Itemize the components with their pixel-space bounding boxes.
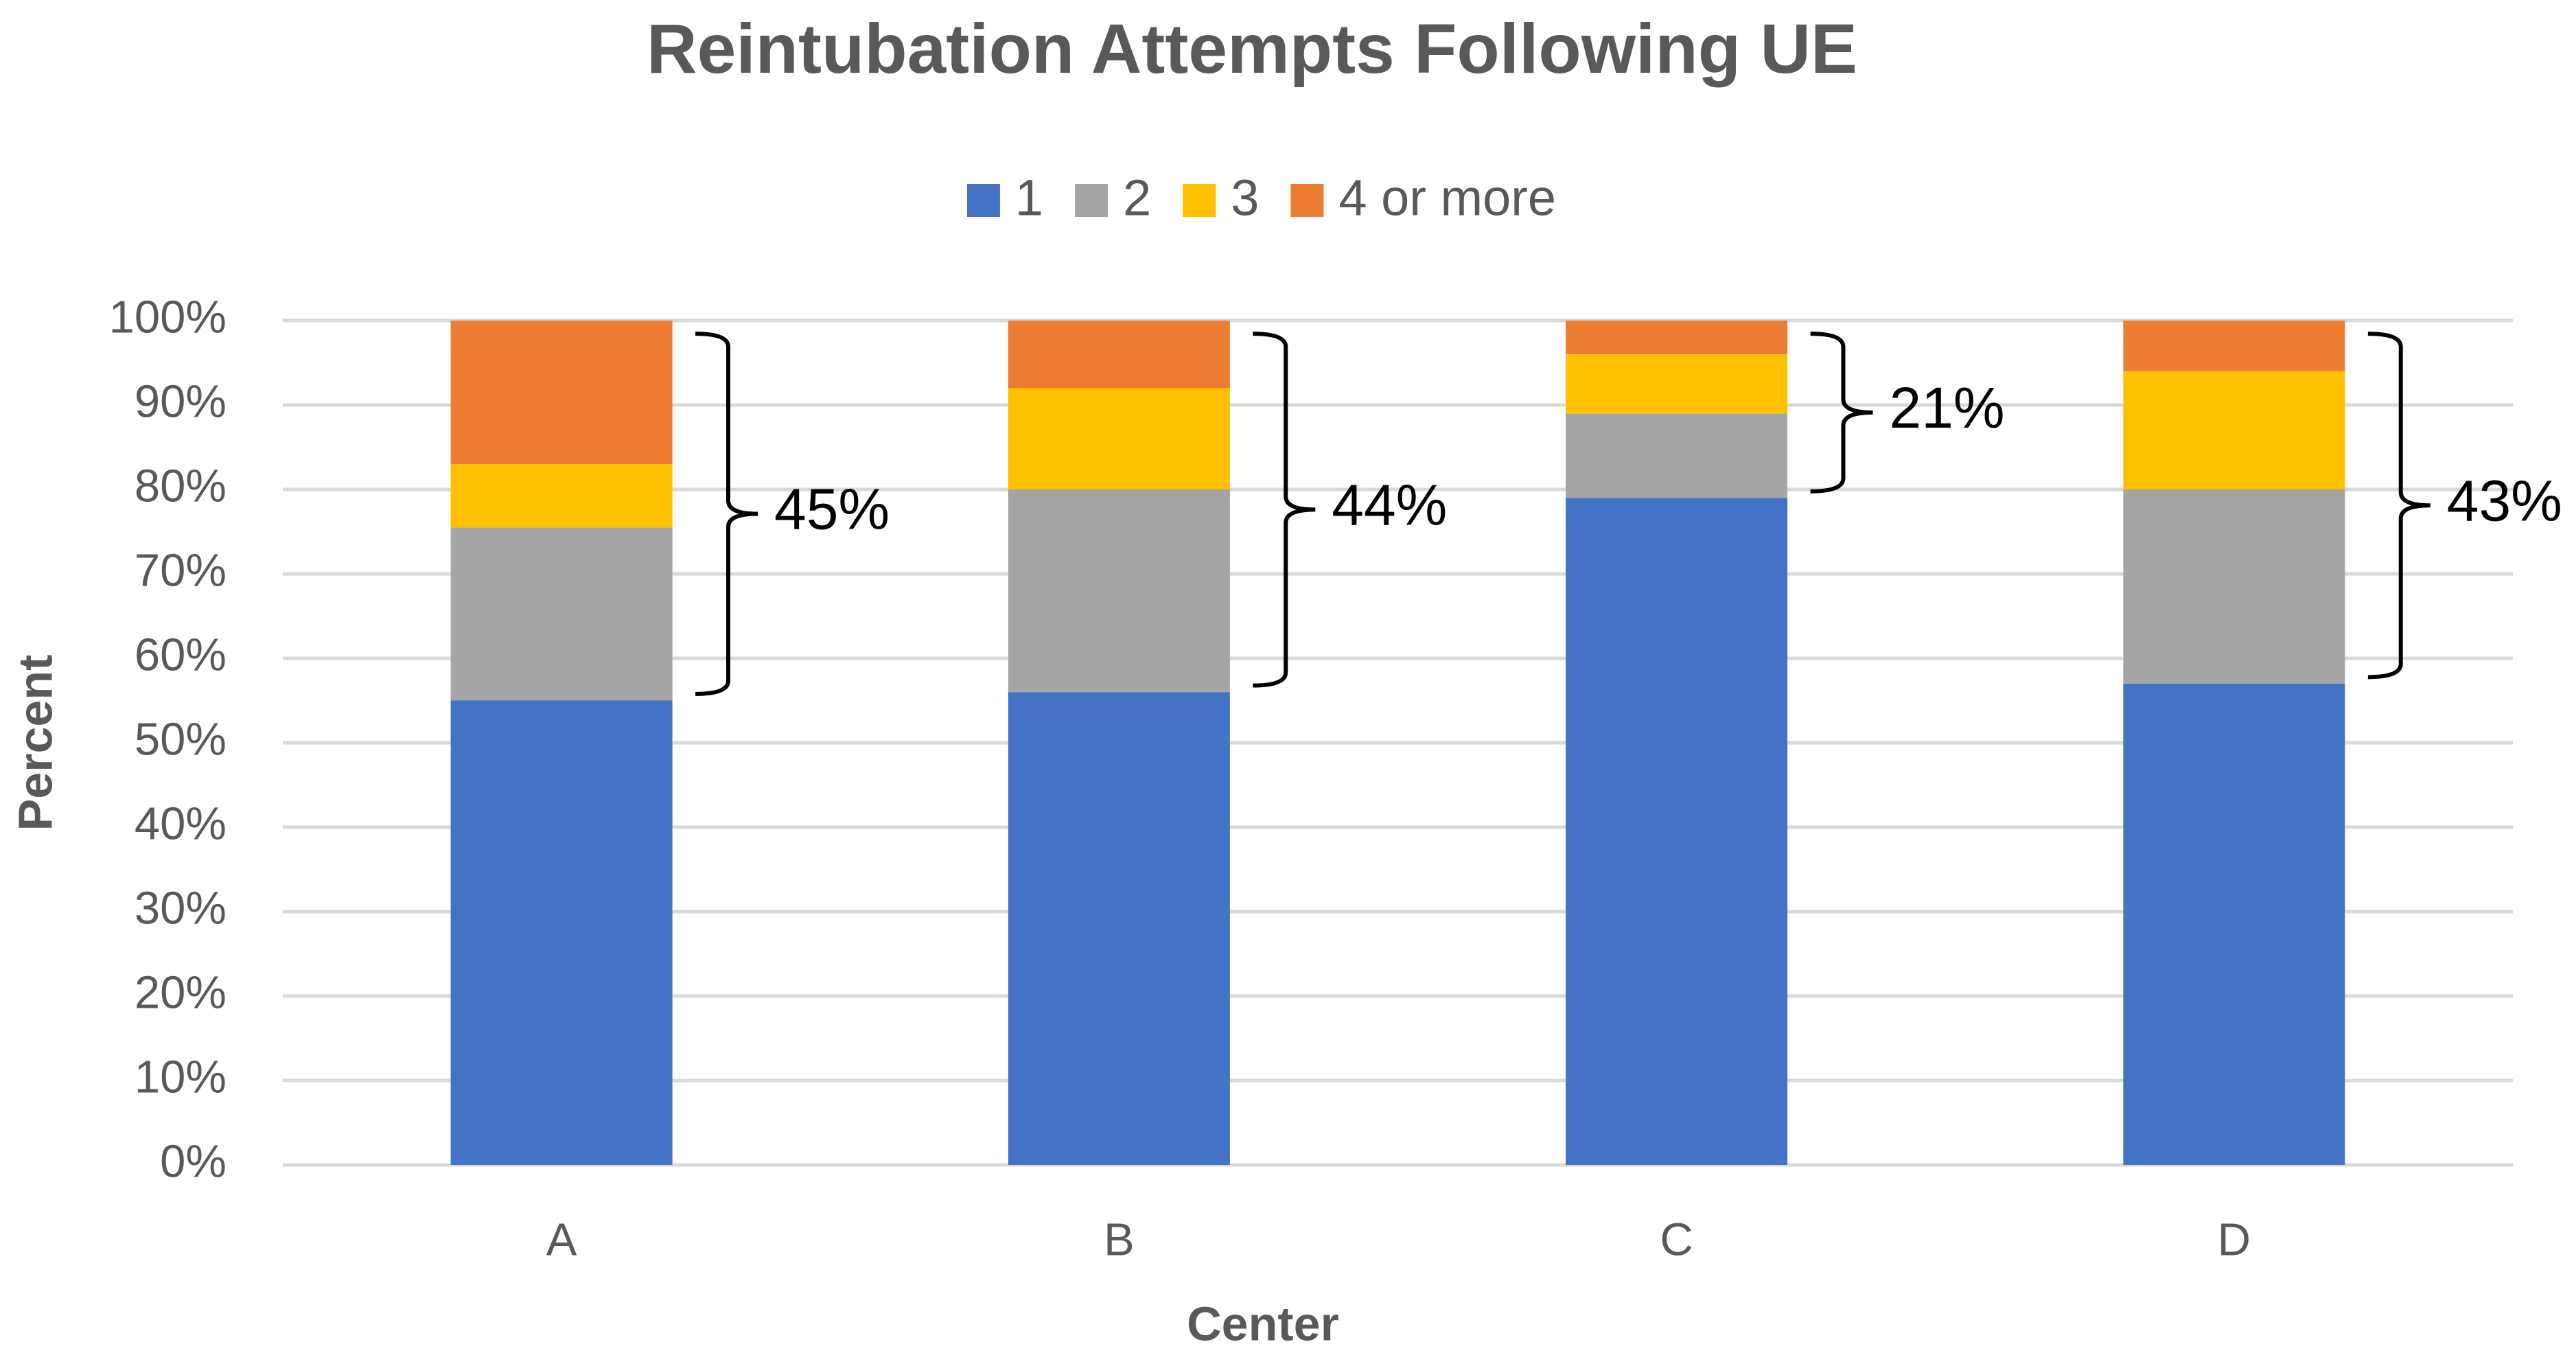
- bar-segment: [1566, 321, 1788, 355]
- legend-swatch: [1290, 184, 1324, 217]
- bar-segment: [1008, 489, 1230, 693]
- bar-segment: [2123, 683, 2345, 1165]
- bracket: [1810, 332, 1873, 494]
- bar-segment: [450, 321, 673, 465]
- x-tick-label: B: [1104, 1214, 1135, 1266]
- y-tick-label: 80%: [135, 461, 227, 512]
- bar-segment: [2123, 489, 2345, 684]
- bar-segment: [1566, 413, 1788, 498]
- x-tick-label: D: [2218, 1214, 2251, 1266]
- bar-segment: [1566, 498, 1788, 1165]
- y-tick-label: 60%: [135, 629, 227, 681]
- annotation: 44%: [1332, 473, 1447, 537]
- y-tick-label: 10%: [135, 1052, 227, 1103]
- bar-segment: [1008, 692, 1230, 1165]
- y-tick-label: 40%: [135, 798, 227, 850]
- legend-swatch: [966, 184, 1000, 217]
- y-tick-label: 90%: [135, 376, 227, 428]
- bracket: [695, 332, 758, 696]
- legend-swatch: [1183, 184, 1216, 217]
- x-tick-label: C: [1660, 1214, 1693, 1266]
- annotation: 43%: [2447, 468, 2562, 533]
- y-tick-label: 0%: [160, 1136, 227, 1188]
- annotation: 45%: [774, 477, 890, 542]
- y-tick-label: 70%: [135, 545, 227, 597]
- y-tick-label: 20%: [135, 967, 227, 1019]
- legend-label: 4 or more: [1338, 170, 1556, 227]
- annotation: 21%: [1889, 375, 2004, 440]
- bar-segment: [450, 527, 673, 701]
- y-tick-label: 100%: [109, 292, 227, 343]
- legend-label: 1: [1015, 170, 1043, 227]
- y-tick-label: 30%: [135, 883, 227, 934]
- bracket: [2367, 332, 2430, 680]
- bar-segment: [2123, 321, 2345, 371]
- legend-label: 2: [1123, 170, 1151, 227]
- bar-segment: [2123, 371, 2345, 489]
- legend-label: 3: [1231, 170, 1259, 227]
- y-tick-label: 50%: [135, 714, 227, 765]
- bracket: [1253, 332, 1316, 688]
- bar-segment: [450, 464, 673, 528]
- x-tick-label: A: [546, 1214, 577, 1266]
- chart-title: Reintubation Attempts Following UE: [647, 10, 1857, 88]
- legend-swatch: [1075, 184, 1109, 217]
- y-axis-title: Percent: [8, 655, 62, 831]
- bar-segment: [1566, 354, 1788, 414]
- bar-segment: [1008, 321, 1230, 389]
- bar-segment: [450, 700, 673, 1165]
- x-axis-title: Center: [1187, 1297, 1339, 1350]
- bar-segment: [1008, 388, 1230, 489]
